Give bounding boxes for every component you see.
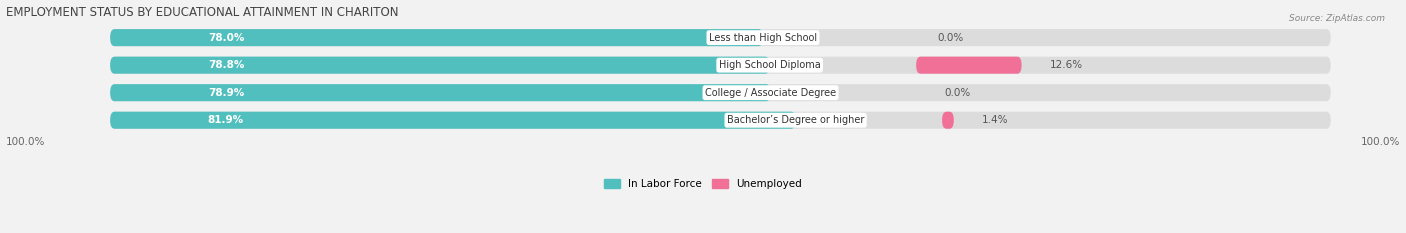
- Text: 81.9%: 81.9%: [208, 115, 243, 125]
- Text: EMPLOYMENT STATUS BY EDUCATIONAL ATTAINMENT IN CHARITON: EMPLOYMENT STATUS BY EDUCATIONAL ATTAINM…: [6, 6, 398, 19]
- FancyBboxPatch shape: [942, 112, 953, 129]
- FancyBboxPatch shape: [110, 84, 770, 101]
- Text: Source: ZipAtlas.com: Source: ZipAtlas.com: [1289, 14, 1385, 23]
- Text: 78.8%: 78.8%: [208, 60, 245, 70]
- Text: 0.0%: 0.0%: [938, 33, 963, 43]
- Text: 78.0%: 78.0%: [208, 33, 245, 43]
- FancyBboxPatch shape: [110, 29, 1330, 46]
- FancyBboxPatch shape: [110, 29, 763, 46]
- Text: 100.0%: 100.0%: [1361, 137, 1400, 147]
- FancyBboxPatch shape: [110, 112, 796, 129]
- Text: 100.0%: 100.0%: [6, 137, 45, 147]
- Text: 78.9%: 78.9%: [208, 88, 245, 98]
- Text: 0.0%: 0.0%: [945, 88, 972, 98]
- Text: 12.6%: 12.6%: [1049, 60, 1083, 70]
- FancyBboxPatch shape: [110, 112, 1330, 129]
- Text: Less than High School: Less than High School: [709, 33, 817, 43]
- Text: 1.4%: 1.4%: [981, 115, 1008, 125]
- FancyBboxPatch shape: [110, 57, 769, 74]
- Legend: In Labor Force, Unemployed: In Labor Force, Unemployed: [605, 179, 801, 189]
- FancyBboxPatch shape: [110, 84, 1330, 101]
- FancyBboxPatch shape: [917, 57, 1022, 74]
- FancyBboxPatch shape: [110, 57, 1330, 74]
- Text: Bachelor’s Degree or higher: Bachelor’s Degree or higher: [727, 115, 865, 125]
- Text: High School Diploma: High School Diploma: [718, 60, 821, 70]
- Text: College / Associate Degree: College / Associate Degree: [704, 88, 837, 98]
